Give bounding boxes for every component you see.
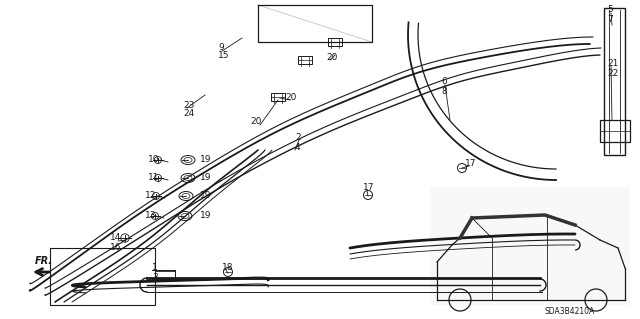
Text: 11: 11 (148, 174, 159, 182)
Bar (600, 120, 630, 142)
Bar (328, 38, 342, 46)
Text: 15: 15 (218, 51, 230, 61)
Text: 20: 20 (326, 53, 337, 62)
Text: 6: 6 (441, 78, 447, 86)
Text: 7: 7 (607, 16, 612, 25)
Bar (430, 187, 630, 305)
Text: 12: 12 (145, 191, 156, 201)
Text: 16: 16 (110, 243, 122, 253)
Text: 14: 14 (110, 234, 122, 242)
Text: 2: 2 (295, 132, 301, 142)
Text: 8: 8 (441, 87, 447, 97)
Text: 18: 18 (222, 263, 234, 272)
Text: 19: 19 (200, 174, 211, 182)
Text: 5: 5 (607, 5, 612, 14)
Text: SDA3B4210A: SDA3B4210A (545, 308, 595, 316)
Text: 22: 22 (607, 69, 618, 78)
Text: 17: 17 (363, 183, 374, 192)
Text: 3: 3 (152, 272, 157, 281)
Text: 10: 10 (148, 155, 159, 165)
Text: 23: 23 (183, 100, 195, 109)
Text: 17: 17 (465, 159, 477, 167)
Text: 19: 19 (200, 191, 211, 201)
Text: 9: 9 (218, 42, 224, 51)
Text: 24: 24 (183, 109, 195, 118)
Text: 20: 20 (250, 117, 261, 127)
Text: 21: 21 (607, 58, 618, 68)
Bar (298, 56, 312, 64)
Bar (604, 8, 625, 155)
Text: 19: 19 (200, 155, 211, 165)
Text: 1: 1 (152, 263, 157, 272)
Bar (271, 93, 285, 101)
Text: 20: 20 (285, 93, 296, 101)
Text: FR.: FR. (35, 256, 53, 266)
Text: 13: 13 (145, 211, 157, 220)
Text: 4: 4 (295, 143, 301, 152)
Text: 19: 19 (200, 211, 211, 220)
